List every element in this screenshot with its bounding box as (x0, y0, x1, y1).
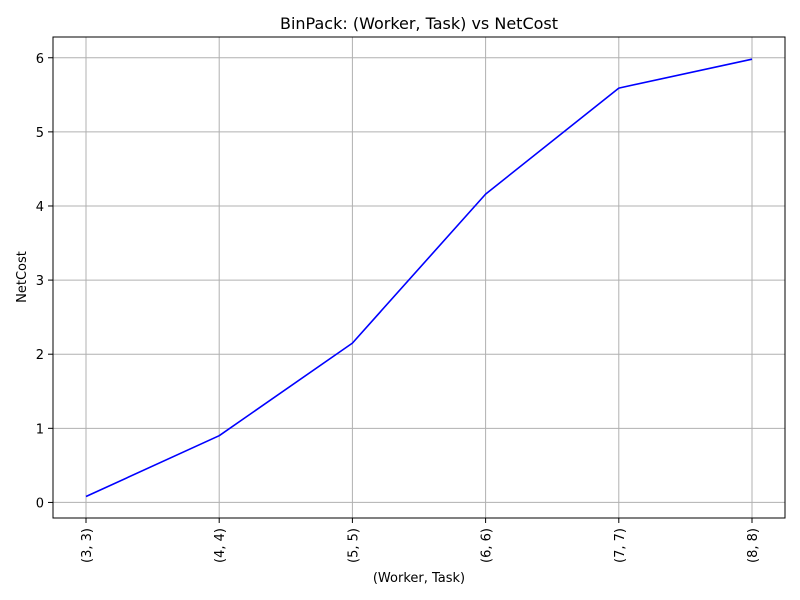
x-tick-label: (8, 8) (746, 528, 761, 563)
x-axis: (3, 3) (4, 4) (5, 5) (6, 6) (7, 7) (8, 8) (80, 518, 761, 563)
series-line (85, 58, 753, 498)
y-tick-label: 5 (36, 126, 44, 141)
y-tick-label: 1 (36, 422, 44, 437)
x-tick-label: (6, 6) (480, 528, 495, 563)
y-axis: 0 1 2 3 4 5 6 (36, 52, 53, 511)
y-tick-label: 0 (36, 496, 44, 511)
grid (53, 37, 785, 518)
x-tick-label: (3, 3) (80, 528, 95, 563)
chart-title: BinPack: (Worker, Task) vs NetCost (280, 14, 558, 33)
y-tick-label: 4 (36, 200, 44, 215)
series-layer (85, 58, 753, 498)
x-tick-label: (4, 4) (213, 528, 228, 563)
x-axis-title: (Worker, Task) (373, 571, 465, 586)
plot-area-frame (52, 36, 786, 519)
x-tick-label: (5, 5) (346, 528, 361, 563)
x-tick-label: (7, 7) (613, 528, 628, 563)
y-tick-label: 6 (36, 52, 44, 67)
y-axis-title: NetCost (15, 251, 30, 303)
y-tick-label: 2 (36, 348, 44, 363)
y-tick-label: 3 (36, 274, 44, 289)
